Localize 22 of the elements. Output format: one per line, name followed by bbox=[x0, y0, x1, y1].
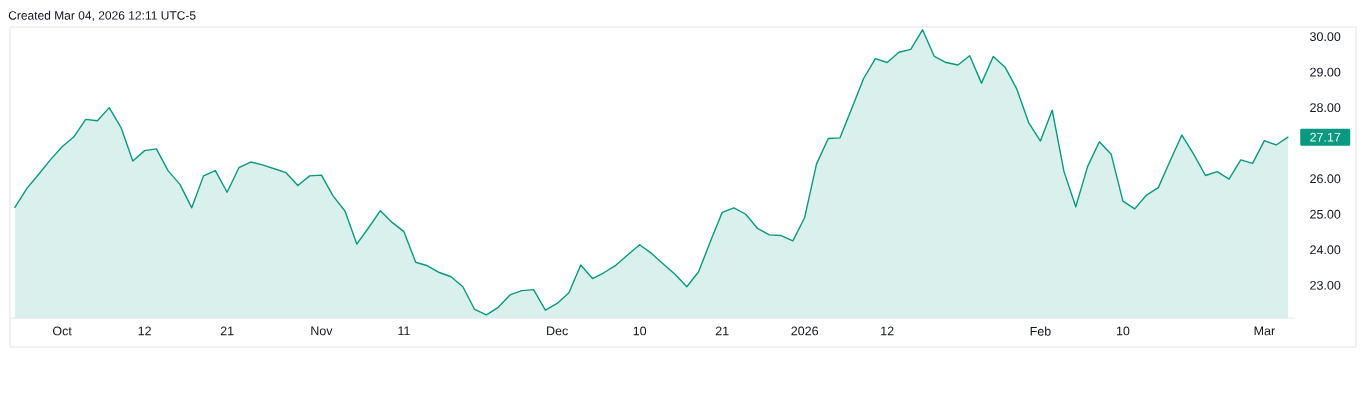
y-tick-label: 29.00 bbox=[1310, 67, 1341, 77]
x-tick-label: Mar bbox=[1254, 326, 1275, 336]
y-tick-label: 28.00 bbox=[1310, 103, 1341, 113]
y-tick-label: 23.00 bbox=[1310, 280, 1341, 290]
y-tick-label: 25.00 bbox=[1310, 209, 1341, 219]
x-tick-label: 12 bbox=[138, 326, 151, 336]
x-tick-label: 21 bbox=[715, 326, 729, 336]
x-tick-label: Nov bbox=[311, 326, 333, 336]
x-tick-label: 10 bbox=[1116, 326, 1130, 336]
x-tick-label: 10 bbox=[633, 326, 647, 336]
x-tick-label: 11 bbox=[398, 326, 410, 336]
x-tick-label: Oct bbox=[52, 326, 72, 336]
x-tick-label: Feb bbox=[1030, 326, 1051, 336]
y-tick-label: 24.00 bbox=[1310, 245, 1341, 255]
text: 27.17 bbox=[1310, 132, 1341, 142]
x-tick-label: Dec bbox=[547, 326, 568, 336]
text: Created Mar 04, 2026 12:11 UTC-5 bbox=[8, 10, 196, 22]
y-tick-label: 26.00 bbox=[1310, 174, 1341, 184]
x-tick-label: 21 bbox=[220, 326, 234, 336]
x-tick-label: 12 bbox=[881, 326, 894, 336]
y-tick-label: 30.00 bbox=[1310, 32, 1341, 42]
x-tick-label: 2026 bbox=[791, 326, 819, 336]
